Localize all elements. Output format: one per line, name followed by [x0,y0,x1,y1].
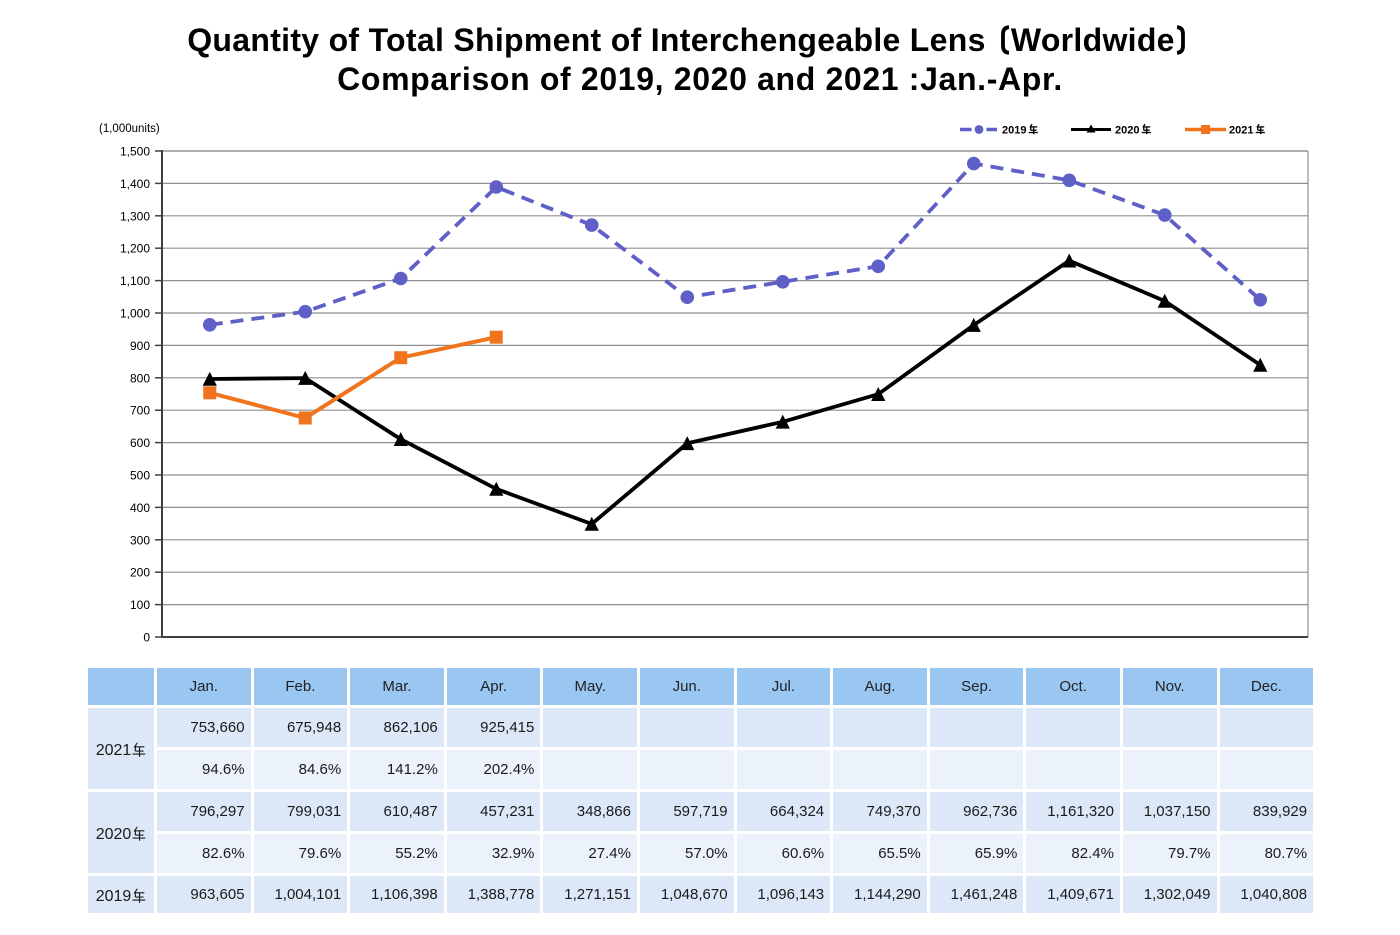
svg-text:1,500: 1,500 [120,145,150,159]
svg-text:2020: 2020 [1115,125,1139,137]
svg-text:1,100: 1,100 [120,274,150,288]
svg-text:300: 300 [130,533,150,547]
svg-text:500: 500 [130,469,150,483]
svg-text:1,200: 1,200 [120,242,150,256]
svg-text:200: 200 [130,566,150,580]
svg-text:0: 0 [143,631,150,645]
svg-text:700: 700 [130,404,150,418]
svg-text:1,300: 1,300 [120,209,150,223]
svg-text:400: 400 [130,501,150,515]
svg-text:(1,000units): (1,000units) [99,123,160,135]
svg-text:2021: 2021 [1229,125,1253,137]
svg-text:1,000: 1,000 [120,307,150,321]
svg-text:100: 100 [130,598,150,612]
svg-text:2019: 2019 [1002,125,1026,137]
svg-text:1,400: 1,400 [120,177,150,191]
svg-text:900: 900 [130,339,150,353]
svg-text:800: 800 [130,371,150,385]
svg-text:600: 600 [130,436,150,450]
